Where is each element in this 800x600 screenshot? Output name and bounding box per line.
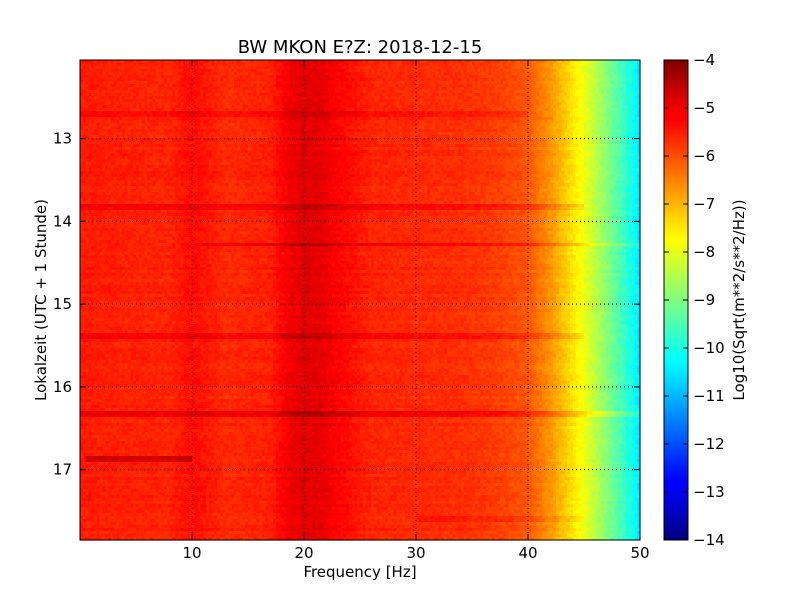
heatmap-cells bbox=[80, 60, 641, 541]
chart-title: BW MKON E?Z: 2018-12-15 bbox=[238, 37, 483, 58]
